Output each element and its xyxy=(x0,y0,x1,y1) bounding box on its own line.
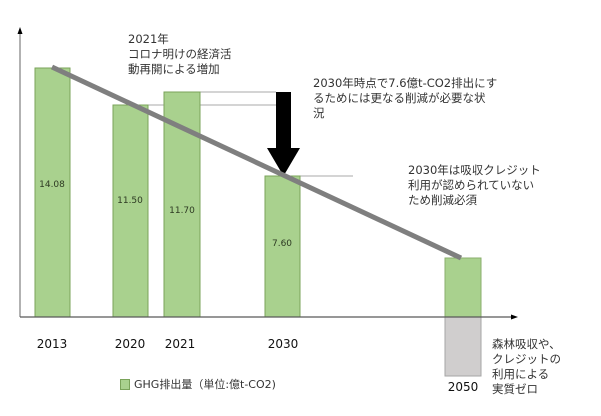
bar-2013 xyxy=(34,67,71,318)
legend-swatch-icon xyxy=(120,378,130,390)
bar-2020 xyxy=(112,104,149,318)
legend: GHG排出量（単位:億t-CO2) xyxy=(120,376,276,392)
y-axis-arrow-icon xyxy=(17,27,23,34)
bar-value-2013: 14.08 xyxy=(39,180,65,190)
annotation-2030-target: 2030年時点で7.6億t-CO2排出にす るためには更なる削減が必要な状 況 xyxy=(313,76,498,120)
x-label-2050: 2050 xyxy=(447,380,479,394)
x-label-2021: 2021 xyxy=(164,337,196,351)
bar-2050-negative xyxy=(444,316,482,377)
annotation-2050-net-zero: 森林吸収や、 クレジットの 利用による 実質ゼロ xyxy=(492,337,561,396)
trend-line xyxy=(50,64,463,261)
x-label-2013: 2013 xyxy=(36,337,68,351)
x-axis-arrow-icon xyxy=(511,314,518,320)
bar-value-2020: 11.50 xyxy=(117,196,143,206)
bar-2050-positive xyxy=(444,257,482,318)
reduction-arrow-shaft xyxy=(276,92,291,148)
annotation-covid-increase: 2021年 コロナ明けの経済活 動再開による増加 xyxy=(128,32,232,76)
bar-value-2021: 11.70 xyxy=(169,206,195,216)
x-label-2030: 2030 xyxy=(267,337,299,351)
legend-label: GHG排出量（単位:億t-CO2) xyxy=(134,378,276,391)
annotation-2030-credit: 2030年は吸収クレジット 利用が認められていない ため削減必須 xyxy=(408,163,541,207)
bar-value-2030: 7.60 xyxy=(271,239,293,249)
reduction-arrow-icon xyxy=(267,148,300,176)
x-label-2020: 2020 xyxy=(114,337,146,351)
